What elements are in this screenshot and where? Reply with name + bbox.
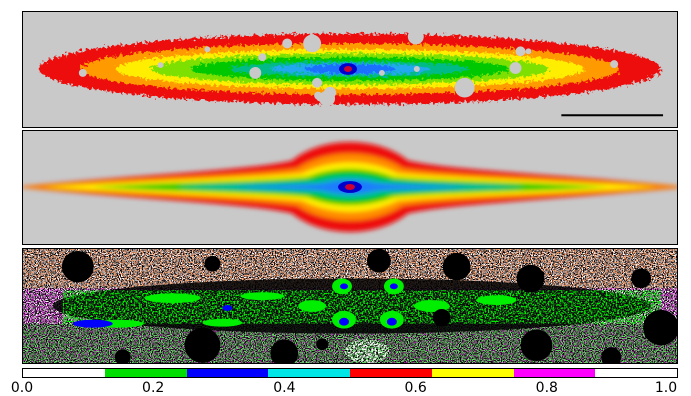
colorbar-segment (431, 369, 514, 377)
colorbar-tick-label: 0.4 (273, 380, 296, 396)
colorbar-segment (513, 369, 596, 377)
colorbar-tick-label: 0.2 (142, 380, 165, 396)
colorbar-tick-label: 0.0 (10, 380, 34, 396)
colorbar-segment (595, 369, 677, 377)
colorbar-segment (350, 369, 432, 377)
residual-map-panel (22, 248, 678, 364)
colorbar-segment (186, 369, 269, 377)
galaxy-model-panel (22, 130, 678, 245)
colorbar-segment (23, 369, 105, 377)
colorbar-segment (104, 369, 187, 377)
observed-galaxy-image (23, 12, 677, 127)
colorbar-tick-label: 0.6 (404, 380, 427, 396)
colorbar-tick-label: 0.8 (535, 380, 558, 396)
colorbar-segment (268, 369, 350, 377)
observed-galaxy-panel (22, 11, 678, 128)
galaxy-model-image (23, 131, 677, 244)
colorbar-tick-label: 1.0 (654, 380, 678, 396)
colorbar (22, 368, 678, 378)
residual-map (23, 249, 677, 363)
